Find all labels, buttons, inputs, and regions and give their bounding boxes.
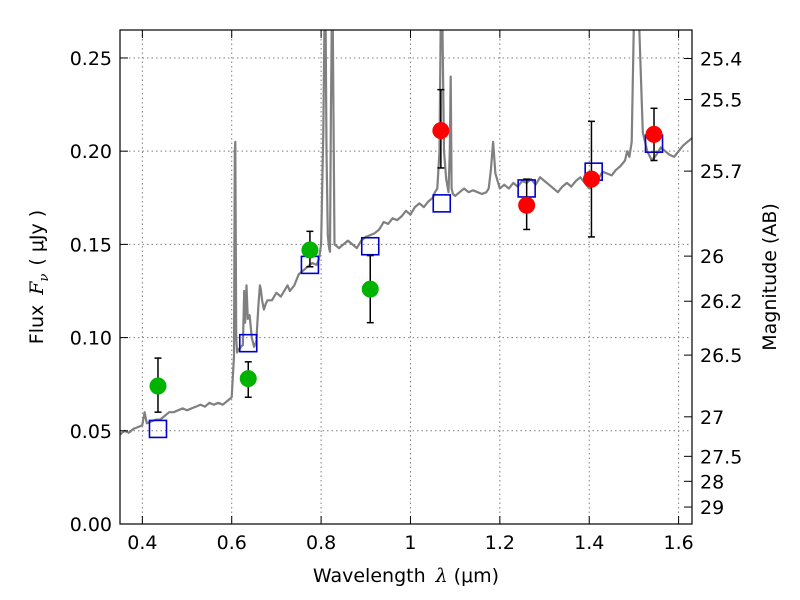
y-axis-label-subscript: ν xyxy=(37,274,52,282)
y2-tick-label: 26.2 xyxy=(700,291,742,313)
x-tick-label: 0.4 xyxy=(127,532,157,554)
y2-tick-label: 25.4 xyxy=(700,49,742,71)
grid xyxy=(120,30,692,525)
model-photometry-box xyxy=(148,419,168,439)
x-axis-label: Wavelength λ (μm) xyxy=(313,565,499,587)
photometry-point-layer xyxy=(149,122,663,395)
y2-tick-label: 27.5 xyxy=(700,446,742,468)
infrared-photometry-point xyxy=(582,170,600,188)
optical-photometry-point xyxy=(149,377,167,395)
y-tick-label: 0.00 xyxy=(70,514,112,536)
y-tick-label: 0.25 xyxy=(70,48,112,70)
y2-tick-label: 25.5 xyxy=(700,90,742,112)
y2-axis-label: Magnitude (AB) xyxy=(759,203,781,351)
y-tick-label: 0.15 xyxy=(70,234,112,256)
plot-frame xyxy=(119,29,693,525)
x-tick-label: 0.6 xyxy=(217,532,247,554)
y2-tick-label: 29 xyxy=(700,497,724,519)
y-axis-label-text: Flux xyxy=(26,305,48,345)
x-tick-label: 1.6 xyxy=(663,532,693,554)
y-axis-label: Flux Fν ( μJy ) xyxy=(26,210,52,344)
sed-model-line xyxy=(120,30,692,436)
model-photometry-box xyxy=(238,333,258,353)
y-tick-label: 0.10 xyxy=(70,328,112,350)
axis-ticks: 0.4 0.6 0.8 1 1.2 1.4 1.6 0.00 0.05 0.10 0.15 0.20 0… xyxy=(70,30,742,554)
sed-model-layer xyxy=(120,30,692,436)
y-tick-label: 0.05 xyxy=(70,421,112,443)
optical-photometry-point xyxy=(239,370,257,388)
infrared-photometry-point xyxy=(645,125,663,143)
y2-tick-label: 25.7 xyxy=(700,161,742,183)
y2-tick-label: 26.5 xyxy=(700,345,742,367)
error-bar-layer xyxy=(154,88,658,413)
x-tick-label: 0.8 xyxy=(306,532,336,554)
x-tick-label: 1.2 xyxy=(485,532,515,554)
x-axis-label-symbol: λ xyxy=(435,565,448,587)
y-tick-label: 0.20 xyxy=(70,141,112,163)
model-photometry-box xyxy=(432,194,452,213)
y2-tick-label: 27 xyxy=(700,407,724,429)
infrared-photometry-point xyxy=(432,122,450,140)
x-tick-label: 1.4 xyxy=(574,532,604,554)
optical-photometry-point xyxy=(361,280,379,298)
x-axis-label-text: Wavelength xyxy=(313,565,426,587)
x-tick-label: 1 xyxy=(404,532,416,554)
y-axis-label-symbol: F xyxy=(26,281,48,296)
y2-tick-label: 28 xyxy=(700,471,724,493)
infrared-photometry-point xyxy=(518,196,536,214)
x-axis-label-unit: (μm) xyxy=(454,565,499,587)
y2-tick-label: 26 xyxy=(700,246,724,268)
model-photometry-box xyxy=(360,236,380,256)
optical-photometry-point xyxy=(301,241,319,259)
y-axis-label-unit: ( μJy ) xyxy=(26,210,48,266)
